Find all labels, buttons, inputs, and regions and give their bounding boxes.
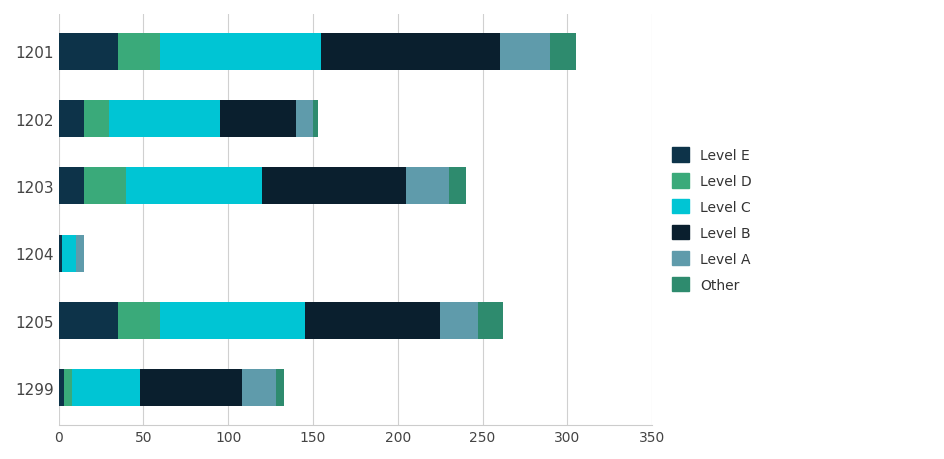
Bar <box>312 101 318 138</box>
Bar <box>84 101 110 138</box>
Bar <box>549 34 575 71</box>
Bar <box>304 302 440 339</box>
Bar <box>72 369 140 407</box>
Bar <box>406 168 448 205</box>
Bar <box>477 302 502 339</box>
Bar <box>76 235 84 272</box>
Bar <box>276 369 284 407</box>
Bar <box>84 168 126 205</box>
Bar <box>499 34 549 71</box>
Bar <box>126 168 261 205</box>
Bar <box>140 369 242 407</box>
Bar <box>220 101 295 138</box>
Bar <box>440 302 477 339</box>
Bar <box>59 369 63 407</box>
Bar <box>261 168 406 205</box>
Bar <box>59 302 118 339</box>
Bar <box>59 168 84 205</box>
Bar <box>448 168 465 205</box>
Bar <box>59 34 118 71</box>
Bar <box>62 235 76 272</box>
Legend: Level E, Level D, Level C, Level B, Level A, Other: Level E, Level D, Level C, Level B, Leve… <box>665 141 758 299</box>
Bar <box>321 34 499 71</box>
Bar <box>59 235 62 272</box>
Bar <box>63 369 72 407</box>
Bar <box>160 34 321 71</box>
Bar <box>118 302 160 339</box>
Bar <box>59 101 84 138</box>
Bar <box>118 34 160 71</box>
Bar <box>242 369 276 407</box>
Bar <box>160 302 304 339</box>
Bar <box>110 101 220 138</box>
Bar <box>295 101 312 138</box>
